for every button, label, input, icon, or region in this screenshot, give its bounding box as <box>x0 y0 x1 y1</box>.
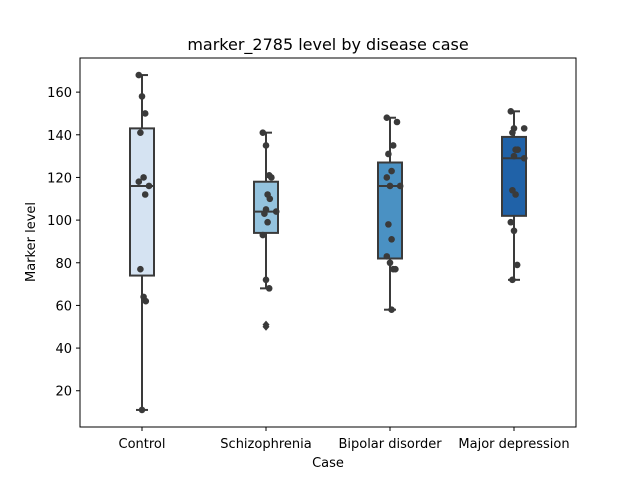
data-point <box>388 306 395 313</box>
y-tick-label: 100 <box>47 214 72 229</box>
y-tick-label: 120 <box>47 171 72 186</box>
x-tick-label: Schizophrenia <box>220 437 311 452</box>
axes: 20 40 60 80 100 120 140 160 Control Schizophrenia… <box>47 86 569 452</box>
box <box>129 127 155 277</box>
data-point <box>383 174 391 181</box>
data-point <box>513 261 521 269</box>
data-point <box>514 146 522 154</box>
data-point <box>383 114 391 122</box>
data-point <box>520 154 528 162</box>
data-point <box>272 208 280 215</box>
data-point <box>520 125 528 132</box>
x-tick-label: Major depression <box>458 437 569 452</box>
data-point <box>141 191 149 198</box>
y-tick-label: 80 <box>55 257 72 272</box>
data-point <box>141 110 149 117</box>
data-point <box>386 259 394 267</box>
data-point <box>145 182 153 190</box>
data-point <box>507 218 515 226</box>
plot-frame <box>79 57 577 428</box>
data-point <box>386 182 394 190</box>
data-point <box>264 218 271 226</box>
data-point <box>262 142 270 149</box>
y-tick-label: 20 <box>55 385 72 400</box>
y-axis-label: Marker level <box>24 202 39 282</box>
box-group-control <box>129 71 155 414</box>
box-group-schizophrenia <box>253 129 280 331</box>
data-point <box>266 195 274 203</box>
data-point <box>385 150 392 158</box>
outlier-point <box>262 322 270 331</box>
data-point <box>265 285 273 292</box>
data-point <box>509 129 516 136</box>
data-point <box>137 129 144 136</box>
chart-title: marker_2785 level by disease case <box>187 35 468 55</box>
data-point <box>388 167 395 175</box>
data-point <box>261 210 268 218</box>
data-point <box>396 182 404 190</box>
data-point <box>393 118 401 126</box>
y-tick-label: 140 <box>47 129 72 144</box>
plot-area <box>129 71 528 414</box>
box <box>377 161 403 260</box>
data-point <box>512 191 519 198</box>
data-point <box>510 227 518 235</box>
data-point <box>262 276 270 284</box>
data-point <box>268 174 275 181</box>
box-group-major-depression <box>501 108 528 284</box>
data-point <box>138 93 146 100</box>
data-point <box>137 265 144 273</box>
x-tick-label: Control <box>119 437 166 452</box>
data-point <box>135 71 143 79</box>
y-tick-label: 60 <box>55 299 72 314</box>
data-point <box>392 265 399 273</box>
box-group-bipolar-disorder <box>377 114 404 313</box>
x-axis-label: Case <box>312 456 344 471</box>
data-point <box>259 231 267 239</box>
data-point <box>507 108 515 115</box>
data-point <box>389 142 397 149</box>
data-point <box>142 297 150 305</box>
data-point <box>135 178 143 186</box>
data-point <box>138 406 146 414</box>
data-point <box>383 253 391 260</box>
data-point <box>510 152 518 160</box>
data-point <box>509 276 516 284</box>
y-tick-label: 40 <box>55 342 72 357</box>
x-tick-label: Bipolar disorder <box>338 437 442 452</box>
data-point <box>140 174 147 181</box>
y-tick-label: 160 <box>47 86 72 101</box>
data-point <box>259 129 267 136</box>
data-point <box>388 236 395 243</box>
data-point <box>385 221 392 228</box>
